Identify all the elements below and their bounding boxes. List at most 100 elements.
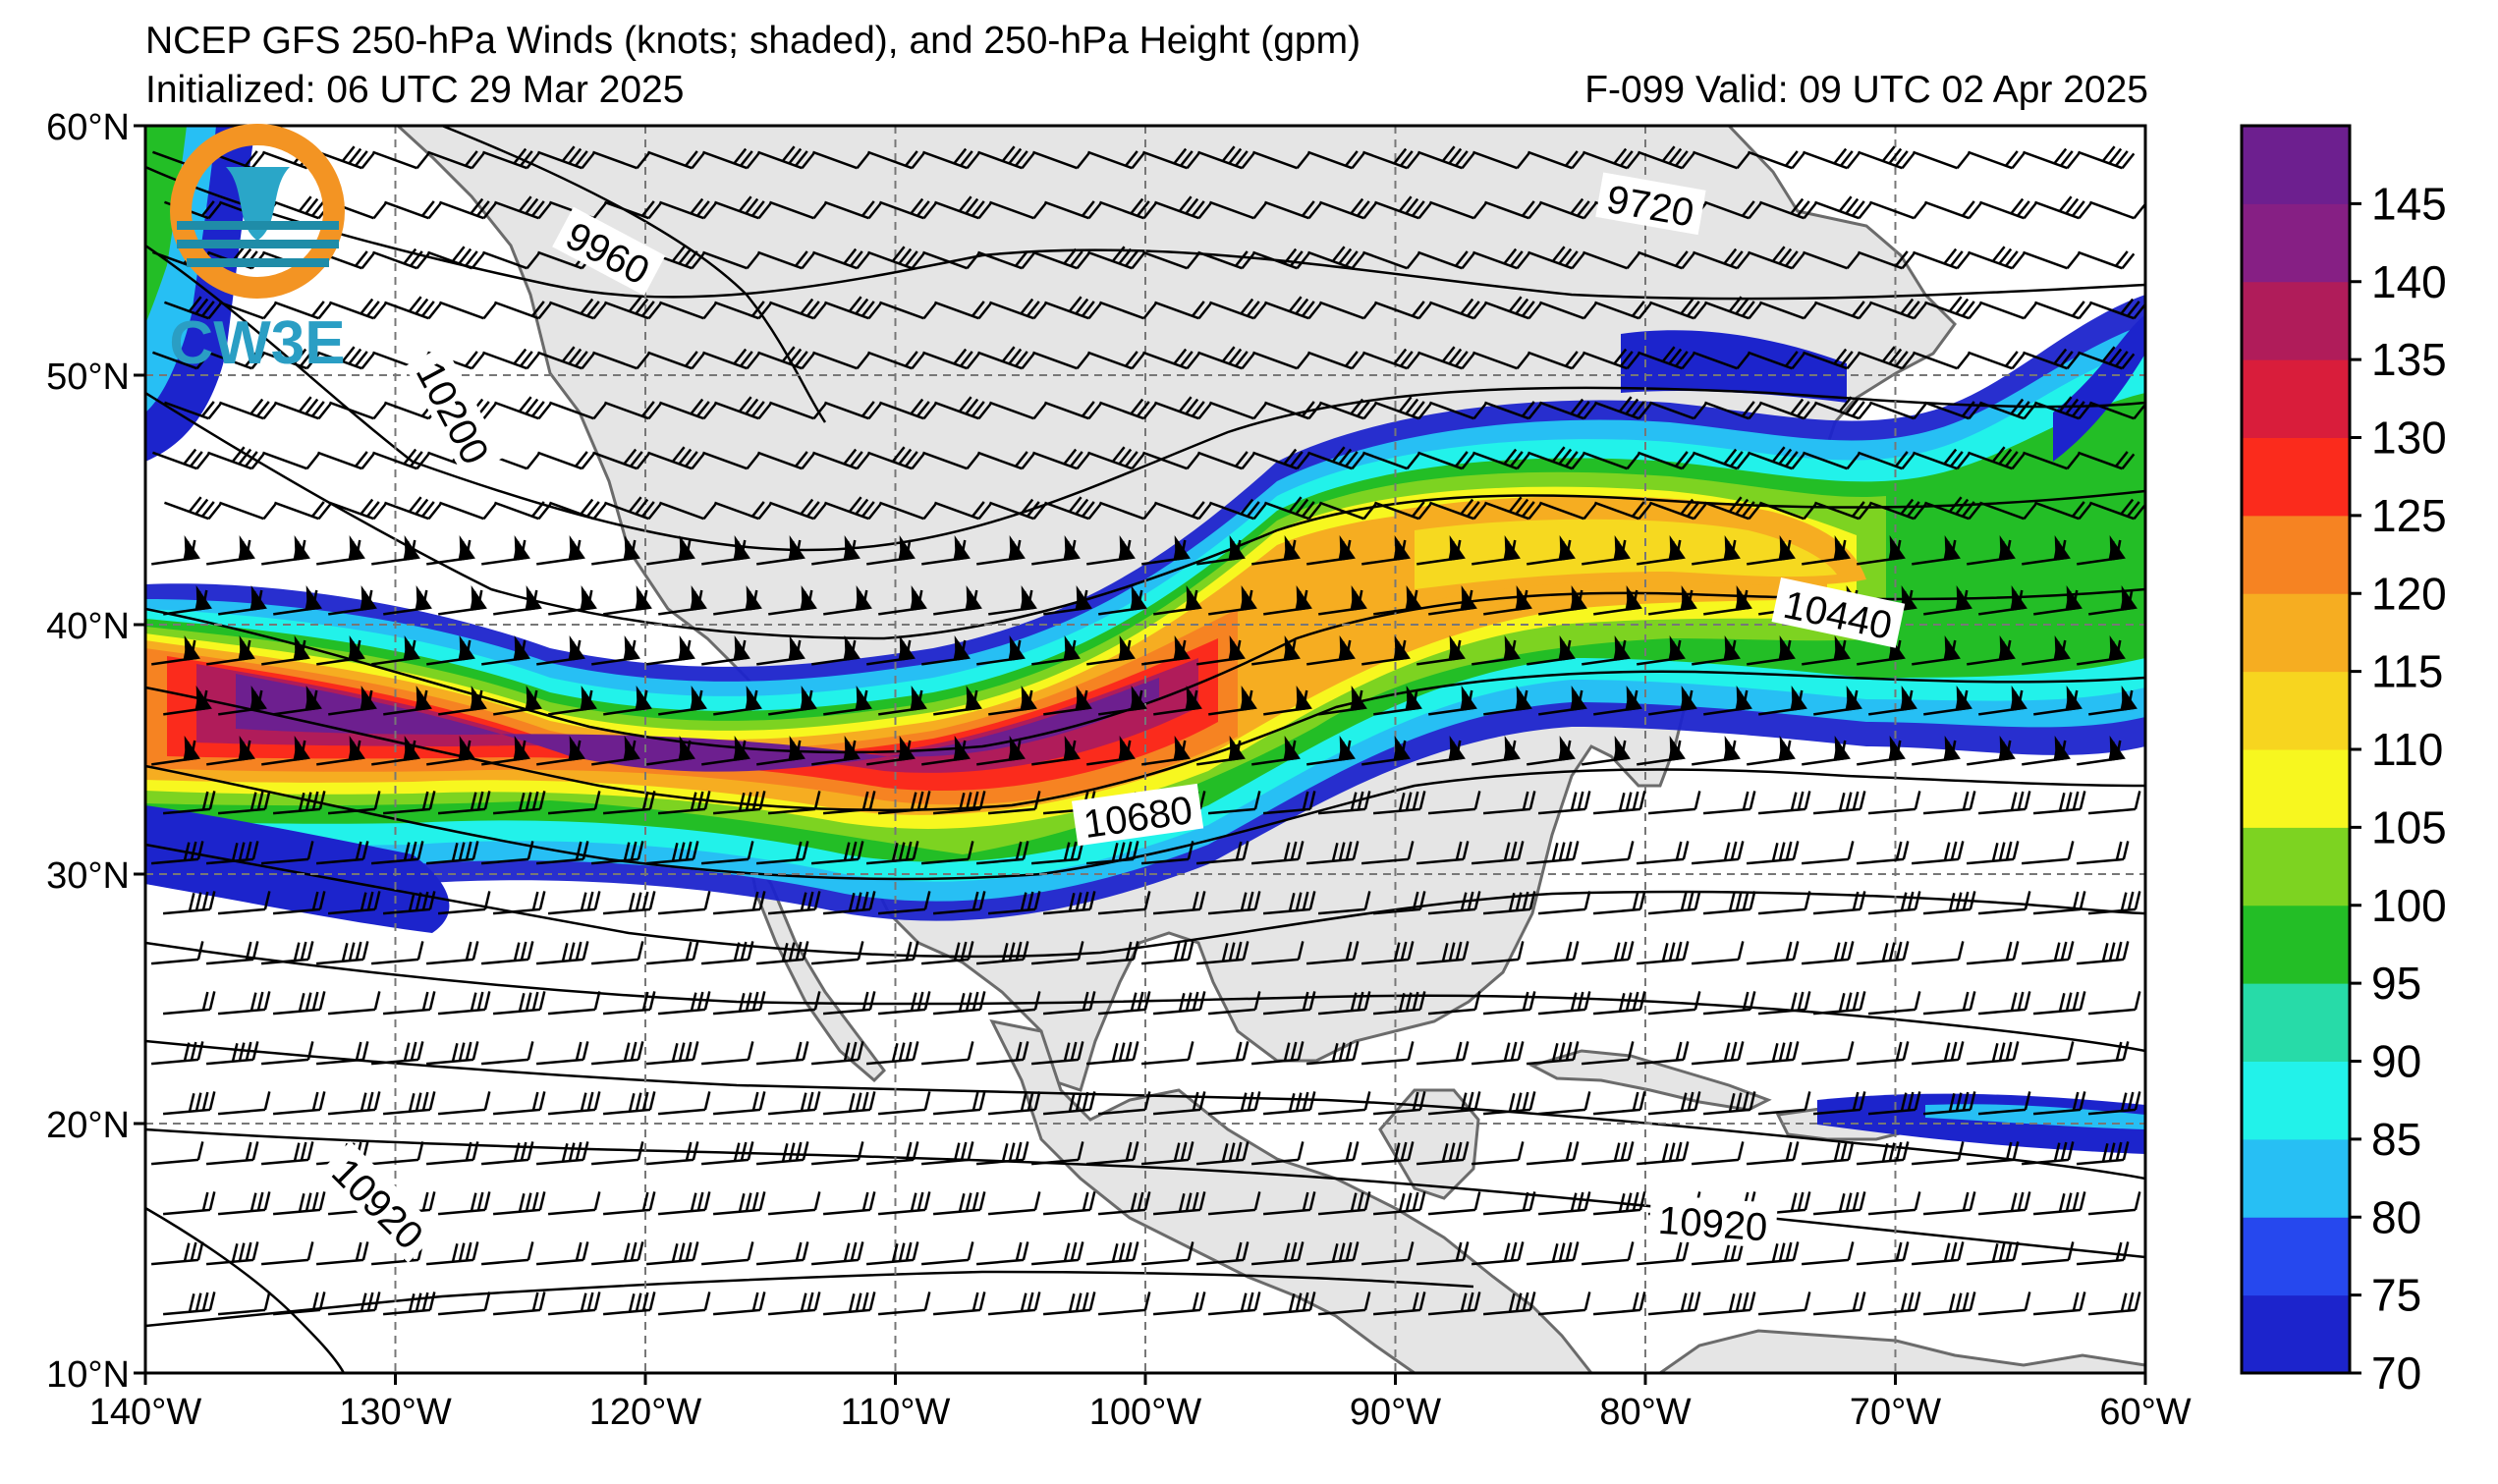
- barb-feather: [1894, 150, 1909, 167]
- barb-feather: [977, 403, 992, 419]
- wind-barb: [1361, 634, 1411, 666]
- wind-barb: [1924, 296, 1982, 320]
- barb-feather: [806, 689, 813, 709]
- barb-shaft: [2034, 200, 2080, 220]
- contour-label-text: 10920: [1657, 1199, 1769, 1250]
- barb-feather: [960, 539, 967, 559]
- barb-shaft: [1759, 200, 1804, 220]
- barb-feather: [1307, 503, 1322, 520]
- barb-feather: [1185, 398, 1199, 415]
- barb-feather: [408, 296, 422, 312]
- barb-shaft: [977, 451, 1023, 470]
- wind-barb: [659, 197, 717, 220]
- barb-feather: [231, 446, 246, 463]
- wind-barb: [1759, 301, 1817, 320]
- wind-barb: [1264, 401, 1322, 420]
- barb-feather: [738, 195, 752, 212]
- barb-feather: [1302, 589, 1308, 609]
- barb-shaft: [317, 451, 362, 470]
- barb-feather: [1338, 540, 1345, 560]
- barb-feather: [1417, 503, 1432, 520]
- barb-feather: [1735, 498, 1749, 516]
- barb-shaft: [824, 501, 869, 521]
- barb-feather: [420, 301, 435, 317]
- barb-feather: [1943, 448, 1958, 466]
- barb-feather: [2004, 351, 2019, 367]
- barb-feather: [898, 247, 913, 265]
- barb-feather: [482, 503, 497, 520]
- barb-feather: [647, 503, 662, 520]
- barb-feather: [1558, 247, 1573, 265]
- barb-feather: [1564, 351, 1579, 367]
- barb-feather: [905, 740, 912, 759]
- wind-barb: [768, 584, 817, 616]
- barb-shaft: [1154, 501, 1199, 521]
- wind-barb: [604, 296, 662, 320]
- barb-shaft: [1704, 301, 1749, 320]
- wind-barb: [427, 246, 485, 270]
- barb-feather: [1118, 540, 1125, 560]
- barb-shaft: [1032, 451, 1078, 470]
- wind-barb: [1428, 584, 1477, 616]
- wind-barb: [1044, 296, 1102, 320]
- barb-feather: [922, 503, 937, 520]
- barb-feather: [1991, 446, 2006, 463]
- barb-shaft: [1307, 250, 1353, 270]
- barb-feather: [636, 152, 650, 169]
- wind-barb: [1967, 634, 2016, 666]
- barb-feather: [568, 741, 575, 760]
- barb-feather: [415, 298, 429, 315]
- wind-barb: [1803, 348, 1860, 370]
- barb-shaft: [647, 150, 693, 170]
- barb-feather: [586, 689, 593, 709]
- wind-barb: [1373, 584, 1422, 616]
- wind-barb: [371, 735, 420, 766]
- barb-feather: [293, 540, 300, 560]
- wind-barb: [1858, 451, 1915, 470]
- wind-barb: [1417, 346, 1475, 370]
- barb-feather: [1913, 503, 1927, 520]
- barb-feather: [1118, 247, 1133, 265]
- barb-shaft: [812, 250, 858, 270]
- wind-barb: [2089, 401, 2145, 420]
- wind-barb: [702, 250, 760, 270]
- wind-barb: [2078, 145, 2136, 170]
- barb-feather: [1125, 740, 1132, 759]
- wind-barb: [659, 301, 717, 320]
- barb-shaft: [262, 351, 307, 370]
- barb-shaft: [439, 501, 484, 521]
- barb-shaft: [1197, 351, 1243, 370]
- barb-feather: [1791, 252, 1805, 269]
- barb-feather: [623, 448, 638, 466]
- wind-barb: [603, 584, 652, 616]
- wind-barb: [426, 735, 475, 766]
- wind-barb: [1141, 634, 1191, 666]
- barb-shaft: [1142, 150, 1188, 170]
- barb-feather: [2133, 403, 2145, 419]
- barb-feather: [623, 741, 630, 760]
- barb-feather: [1131, 252, 1145, 269]
- barb-feather: [1393, 147, 1408, 165]
- barb-feather: [1961, 501, 1975, 518]
- barb-feather: [530, 301, 545, 317]
- barb-shaft: [1417, 351, 1463, 370]
- barb-feather: [1748, 302, 1762, 319]
- barb-feather: [2065, 690, 2072, 710]
- barb-feather: [245, 740, 251, 759]
- wind-barb: [1638, 451, 1695, 470]
- wind-barb: [1472, 247, 1530, 270]
- wind-barb: [714, 195, 772, 220]
- barb-feather: [788, 741, 795, 760]
- barb-feather: [1906, 301, 1920, 317]
- barb-feather: [305, 197, 319, 215]
- wind-barb: [1704, 496, 1762, 521]
- wind-barb: [1582, 348, 1640, 370]
- barb-feather: [856, 152, 870, 169]
- barb-feather: [195, 353, 210, 369]
- barb-feather: [1351, 353, 1365, 369]
- barb-shaft: [1472, 150, 1518, 170]
- barb-feather: [471, 353, 485, 369]
- wind-barb: [1649, 498, 1707, 521]
- barb-feather: [189, 451, 203, 467]
- barb-feather: [1895, 639, 1902, 659]
